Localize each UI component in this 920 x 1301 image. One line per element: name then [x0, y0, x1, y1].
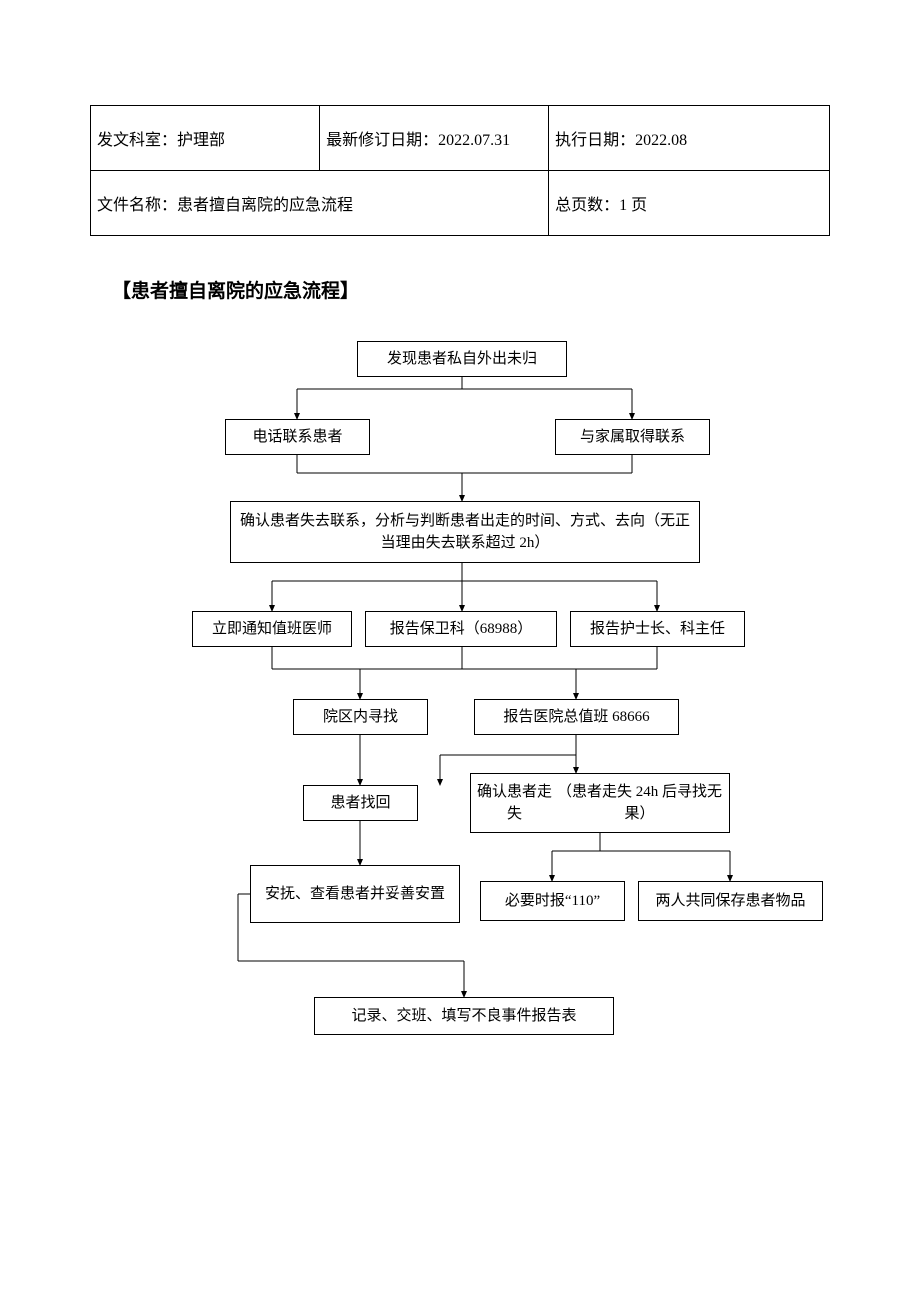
document-header-table: 发文科室：护理部 最新修订日期：2022.07.31 执行日期：2022.08 …	[90, 105, 830, 236]
page-title: 【患者擅自离院的应急流程】	[112, 276, 830, 303]
flowchart-canvas: 发现患者私自外出未归电话联系患者 与家属取得联系确认患者失去联系，分析与判断患者出…	[140, 341, 780, 1161]
flow-node-n11: 确认患者走失（患者走失 24h 后寻找无果）	[470, 773, 730, 833]
dept-label: 发文科室：	[97, 132, 177, 149]
flow-node-n13: 必要时报“110”	[480, 881, 625, 921]
revision-cell: 最新修订日期：2022.07.31	[320, 106, 549, 171]
flow-node-n4: 确认患者失去联系，分析与判断患者出走的时间、方式、去向（无正当理由失去联系超过 …	[230, 501, 700, 563]
doc-label: 文件名称：	[97, 197, 177, 214]
flowchart-connectors	[140, 341, 780, 1161]
flow-node-n9: 报告医院总值班 68666	[474, 699, 679, 735]
flow-node-n14: 两人共同保存患者物品	[638, 881, 823, 921]
flow-node-n10: 患者找回	[303, 785, 418, 821]
flow-node-n15: 记录、交班、填写不良事件报告表	[314, 997, 614, 1035]
exec-label: 执行日期：	[555, 132, 635, 149]
docname-cell: 文件名称：患者擅自离院的应急流程	[91, 171, 549, 236]
pages-value: 1 页	[619, 197, 647, 214]
flow-node-n2: 电话联系患者	[225, 419, 370, 455]
flow-node-n8: 院区内寻找	[293, 699, 428, 735]
pages-label: 总页数：	[555, 197, 619, 214]
flow-node-n1: 发现患者私自外出未归	[357, 341, 567, 377]
flow-node-n12: 安抚、查看患者并妥善安置	[250, 865, 460, 923]
flow-node-n7: 报告护士长、科主任	[570, 611, 745, 647]
dept-cell: 发文科室：护理部	[91, 106, 320, 171]
doc-value: 患者擅自离院的应急流程	[177, 197, 353, 214]
exec-value: 2022.08	[635, 132, 687, 149]
rev-value: 2022.07.31	[438, 132, 510, 149]
dept-value: 护理部	[177, 132, 225, 149]
exec-cell: 执行日期：2022.08	[549, 106, 830, 171]
pages-cell: 总页数：1 页	[549, 171, 830, 236]
flow-node-n5: 立即通知值班医师	[192, 611, 352, 647]
flow-node-n6: 报告保卫科（68988）	[365, 611, 557, 647]
flow-node-n3: 与家属取得联系	[555, 419, 710, 455]
rev-label: 最新修订日期：	[326, 132, 438, 149]
